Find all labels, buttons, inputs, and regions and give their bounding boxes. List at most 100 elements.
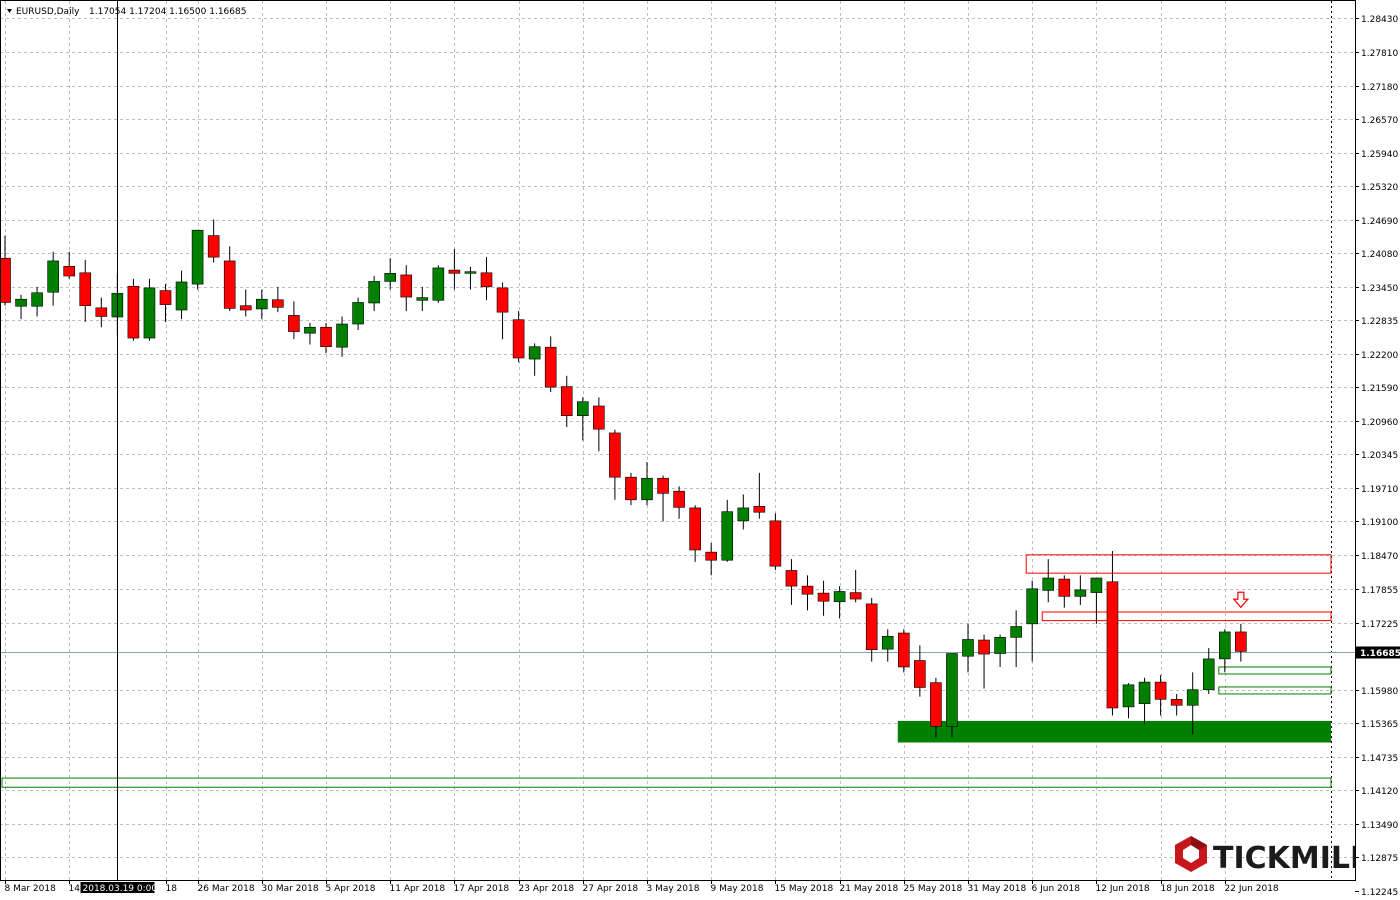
resistance-zone bbox=[1041, 611, 1332, 622]
candle[interactable] bbox=[496, 282, 509, 340]
candle[interactable] bbox=[1026, 580, 1038, 662]
candle[interactable] bbox=[207, 219, 220, 263]
candle[interactable] bbox=[609, 429, 621, 500]
candle[interactable] bbox=[657, 475, 669, 522]
candle-body-bear bbox=[705, 551, 718, 561]
candle[interactable] bbox=[480, 257, 493, 301]
candle[interactable] bbox=[897, 629, 910, 673]
x-tick-label: 26 Mar 2018 bbox=[198, 884, 255, 894]
candle[interactable] bbox=[320, 322, 332, 354]
candle[interactable] bbox=[593, 397, 605, 452]
candle[interactable] bbox=[368, 276, 380, 312]
candle[interactable] bbox=[1090, 577, 1103, 624]
candle[interactable] bbox=[31, 286, 43, 317]
candle[interactable] bbox=[881, 629, 894, 662]
candle[interactable] bbox=[1074, 575, 1087, 605]
candle[interactable] bbox=[1122, 683, 1135, 719]
y-tick-label: 1.28430 bbox=[1361, 15, 1398, 25]
candle[interactable] bbox=[528, 343, 541, 376]
candle-body-bear bbox=[801, 585, 814, 595]
candle[interactable] bbox=[978, 634, 990, 689]
candle[interactable] bbox=[1042, 559, 1055, 603]
candle[interactable] bbox=[1058, 575, 1071, 608]
candle[interactable] bbox=[769, 513, 782, 570]
candle[interactable] bbox=[1154, 675, 1167, 716]
candle-body-bull bbox=[47, 260, 59, 293]
candle[interactable] bbox=[1010, 610, 1022, 667]
candle[interactable] bbox=[464, 266, 477, 290]
candle[interactable] bbox=[1170, 693, 1183, 716]
candle[interactable] bbox=[448, 249, 461, 290]
candle[interactable] bbox=[272, 286, 284, 313]
candle[interactable] bbox=[673, 486, 685, 519]
candle[interactable] bbox=[721, 499, 734, 562]
candle[interactable] bbox=[817, 580, 830, 616]
candle[interactable] bbox=[175, 270, 188, 320]
candle[interactable] bbox=[143, 278, 156, 341]
candle[interactable] bbox=[223, 246, 236, 312]
candle[interactable] bbox=[737, 494, 750, 530]
candles[interactable] bbox=[0, 219, 1247, 738]
candle-body-bear bbox=[817, 592, 830, 602]
candle[interactable] bbox=[384, 258, 397, 290]
candle[interactable] bbox=[1186, 672, 1199, 735]
candle[interactable] bbox=[0, 235, 11, 306]
candle[interactable] bbox=[432, 265, 445, 303]
candle[interactable] bbox=[416, 286, 429, 312]
candle[interactable] bbox=[962, 623, 974, 673]
candle-body-bull bbox=[175, 281, 188, 311]
candle-body-bull bbox=[416, 297, 429, 301]
candle[interactable] bbox=[127, 278, 140, 341]
candle[interactable] bbox=[79, 259, 92, 322]
candle[interactable] bbox=[833, 586, 846, 619]
candle[interactable] bbox=[930, 677, 942, 738]
candle[interactable] bbox=[159, 284, 172, 322]
symbol-label: EURUSD,Daily bbox=[16, 7, 80, 17]
y-tick-label: 1.24690 bbox=[1361, 217, 1398, 227]
candle-body-bear bbox=[400, 274, 413, 298]
candle[interactable] bbox=[865, 597, 878, 662]
candle[interactable] bbox=[1106, 551, 1119, 716]
candle[interactable] bbox=[255, 289, 268, 320]
candle[interactable] bbox=[512, 311, 525, 363]
candle[interactable] bbox=[641, 462, 653, 506]
y-tick-label: 1.27180 bbox=[1361, 83, 1398, 93]
candle[interactable] bbox=[801, 575, 814, 611]
candle[interactable] bbox=[994, 634, 1006, 667]
candle-body-bear bbox=[207, 235, 220, 258]
candle-body-bear bbox=[560, 386, 573, 416]
candle-body-bull bbox=[464, 271, 477, 274]
dropdown-triangle-icon[interactable] bbox=[7, 9, 12, 13]
candle[interactable] bbox=[753, 472, 766, 519]
candle[interactable] bbox=[914, 645, 926, 697]
candle[interactable] bbox=[336, 316, 348, 357]
candle[interactable] bbox=[785, 559, 798, 605]
candle[interactable] bbox=[400, 265, 413, 312]
candle[interactable] bbox=[625, 472, 637, 506]
candle[interactable] bbox=[946, 653, 958, 738]
candle[interactable] bbox=[63, 251, 76, 279]
candle-body-bear bbox=[159, 290, 172, 305]
candle[interactable] bbox=[191, 229, 204, 290]
candle[interactable] bbox=[304, 322, 316, 345]
candle-body-bull bbox=[336, 323, 348, 348]
candle[interactable] bbox=[1235, 623, 1247, 662]
candle[interactable] bbox=[1202, 648, 1215, 694]
candle[interactable] bbox=[1219, 629, 1231, 673]
candle[interactable] bbox=[95, 297, 108, 328]
x-tick-label: 30 Mar 2018 bbox=[262, 884, 319, 894]
candle-body-bull bbox=[721, 511, 734, 561]
candle[interactable] bbox=[15, 294, 27, 320]
candle[interactable] bbox=[705, 542, 718, 576]
candle[interactable] bbox=[576, 397, 589, 441]
candle[interactable] bbox=[1138, 677, 1151, 724]
candle[interactable] bbox=[352, 297, 364, 330]
candle[interactable] bbox=[849, 569, 862, 603]
candle[interactable] bbox=[560, 375, 573, 428]
candle[interactable] bbox=[544, 336, 557, 392]
candle[interactable] bbox=[47, 251, 59, 306]
candle[interactable] bbox=[288, 301, 300, 340]
candle[interactable] bbox=[239, 289, 252, 317]
candle[interactable] bbox=[689, 505, 701, 562]
